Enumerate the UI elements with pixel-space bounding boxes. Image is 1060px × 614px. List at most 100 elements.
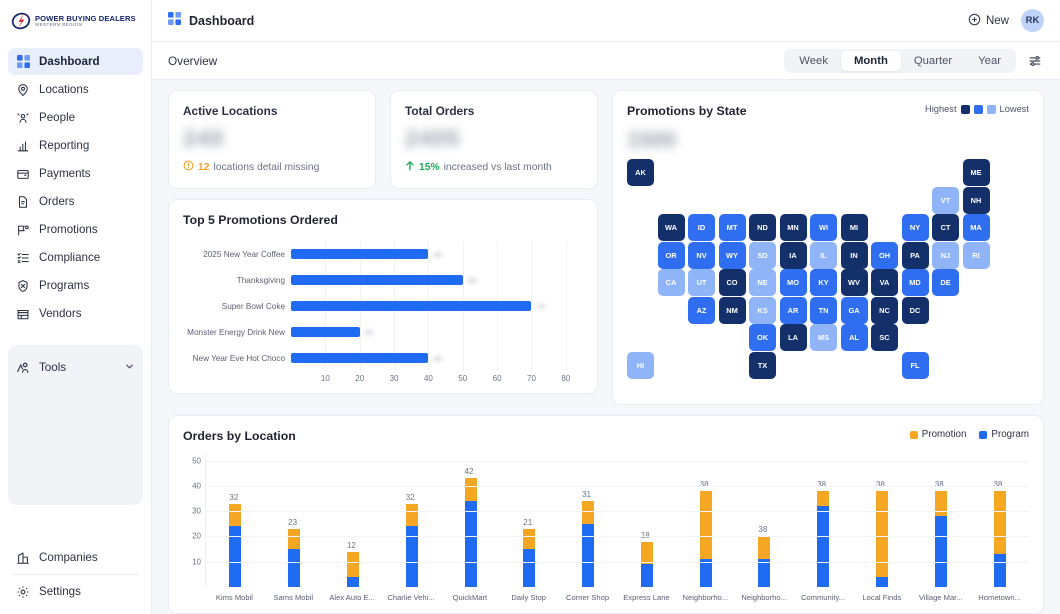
bar-column[interactable]: 12 [324, 453, 383, 587]
state-tile-ms[interactable]: MS [810, 324, 837, 351]
bar-column[interactable]: 32 [382, 453, 441, 587]
state-tile-tn[interactable]: TN [810, 296, 837, 324]
sidebar-item-vendors[interactable]: Vendors [8, 300, 143, 327]
avatar[interactable]: RK [1021, 9, 1044, 32]
sliders-icon[interactable] [1022, 54, 1044, 68]
range-button-quarter[interactable]: Quarter [913, 54, 953, 67]
range-button-week[interactable]: Week [799, 54, 828, 67]
brand-logo[interactable]: POWER BUYING DEALERS WESTERN REGION [0, 0, 151, 42]
sidebar-item-locations[interactable]: Locations [8, 76, 143, 103]
state-tile-il[interactable]: IL [810, 241, 837, 269]
state-tile-az[interactable]: AZ [688, 296, 715, 324]
state-tile-la[interactable]: LA [779, 324, 807, 351]
bar-column[interactable]: 42 [441, 453, 500, 587]
state-tile-pa[interactable]: PA [901, 241, 929, 269]
sidebar-item-dashboard[interactable]: Dashboard [8, 48, 143, 75]
bar-column[interactable]: 38 [676, 453, 735, 587]
state-tile-wy[interactable]: WY [718, 241, 746, 269]
state-tile-md[interactable]: MD [901, 269, 929, 296]
bar-row[interactable]: 40 [291, 345, 583, 371]
state-tile-or[interactable]: OR [657, 241, 685, 269]
sidebar-item-companies[interactable]: Companies [0, 541, 151, 574]
bar-column[interactable]: 38 [735, 453, 794, 587]
state-tile-mn[interactable]: MN [779, 214, 807, 241]
state-tile-dc[interactable]: DC [901, 296, 929, 324]
state-tile-mo[interactable]: MO [779, 269, 807, 296]
state-tile-ky[interactable]: KY [810, 269, 837, 296]
kpi-title: Total Orders [405, 104, 475, 118]
bar-stack: 32 [405, 493, 418, 587]
state-tile-wa[interactable]: WA [657, 214, 685, 241]
state-tile-ct[interactable]: CT [932, 214, 959, 241]
state-tile-ga[interactable]: GA [840, 296, 868, 324]
range-button-month[interactable]: Month [840, 50, 901, 71]
bar-column[interactable]: 38 [970, 453, 1029, 587]
state-tile-ca[interactable]: CA [657, 269, 685, 296]
sidebar-item-payments[interactable]: Payments [8, 160, 143, 187]
state-tile-ak[interactable]: AK [627, 159, 654, 186]
bar-row[interactable]: 40 [291, 241, 583, 267]
state-tile-ks[interactable]: KS [749, 296, 776, 324]
range-button-year[interactable]: Year [978, 54, 1001, 67]
bar-column[interactable]: 31 [559, 453, 618, 587]
legend-item[interactable]: Promotion [909, 429, 966, 440]
state-tile-hi[interactable]: HI [627, 351, 654, 379]
state-tile-ut[interactable]: UT [688, 269, 715, 296]
sidebar-item-promotions[interactable]: Promotions [8, 216, 143, 243]
bar-column[interactable]: 38 [794, 453, 853, 587]
state-tile-co[interactable]: CO [718, 269, 746, 296]
state-tile-de[interactable]: DE [932, 269, 959, 296]
state-tile-sd[interactable]: SD [749, 241, 776, 269]
state-tile-ia[interactable]: IA [779, 241, 807, 269]
new-button[interactable]: New [968, 13, 1009, 29]
bar-stack: 38 [934, 480, 947, 587]
sidebar-item-reporting[interactable]: Reporting [8, 132, 143, 159]
bar-column[interactable]: 32 [206, 453, 265, 587]
bar-segment-promotion [464, 478, 477, 502]
bar-column[interactable]: 38 [911, 453, 970, 587]
sidebar-item-people[interactable]: People [8, 104, 143, 131]
state-tile-wi[interactable]: WI [810, 214, 837, 241]
state-tile-id[interactable]: ID [688, 214, 715, 241]
state-tile-ma[interactable]: MA [962, 214, 990, 241]
state-tile-ri[interactable]: RI [962, 241, 990, 269]
sidebar-item-compliance[interactable]: Compliance [8, 244, 143, 271]
state-tile-ar[interactable]: AR [779, 296, 807, 324]
sidebar-item-programs[interactable]: Programs [8, 272, 143, 299]
sidebar-item-orders[interactable]: Orders [8, 188, 143, 215]
legend-item[interactable]: Program [979, 429, 1029, 440]
state-tile-nv[interactable]: NV [688, 241, 715, 269]
bar-column[interactable]: 38 [853, 453, 912, 587]
state-tile-nc[interactable]: NC [871, 296, 898, 324]
state-tile-nd[interactable]: ND [749, 214, 776, 241]
state-tile-va[interactable]: VA [871, 269, 898, 296]
bar-row[interactable]: 50 [291, 267, 583, 293]
state-tile-tx[interactable]: TX [749, 351, 776, 379]
state-tile-fl[interactable]: FL [901, 351, 929, 379]
state-tile-sc[interactable]: SC [871, 324, 898, 351]
state-tile-nm[interactable]: NM [718, 296, 746, 324]
bar-row[interactable]: 70 [291, 293, 583, 319]
bar-row[interactable]: 20 [291, 319, 583, 345]
state-tile-ny[interactable]: NY [901, 214, 929, 241]
sidebar-item-tools[interactable]: Tools [8, 354, 143, 381]
state-tile-mi[interactable]: MI [840, 214, 868, 241]
state-tile-ok[interactable]: OK [749, 324, 776, 351]
state-tile-wv[interactable]: WV [840, 269, 868, 296]
bar-column[interactable]: 21 [500, 453, 559, 587]
bar-column[interactable]: 18 [617, 453, 676, 587]
state-tile-vt[interactable]: VT [932, 186, 959, 214]
state-tile-oh[interactable]: OH [871, 241, 898, 269]
x-category-label: Daily Stop [511, 592, 547, 602]
state-tile-nj[interactable]: NJ [932, 241, 959, 269]
state-tile-mt[interactable]: MT [718, 214, 746, 241]
state-tile-me[interactable]: ME [962, 159, 990, 186]
chevron-down-icon[interactable] [124, 361, 135, 375]
state-tile-nh[interactable]: NH [962, 186, 990, 214]
bar-column[interactable]: 23 [265, 453, 324, 587]
sidebar-item-settings[interactable]: Settings [0, 575, 151, 608]
state-tile-ne[interactable]: NE [749, 269, 776, 296]
state-tile-al[interactable]: AL [840, 324, 868, 351]
state-tile-in[interactable]: IN [840, 241, 868, 269]
